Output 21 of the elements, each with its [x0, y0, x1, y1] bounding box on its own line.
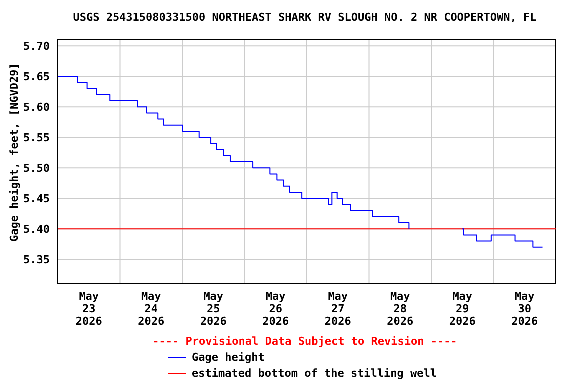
x-tick-label: May 23 2026: [76, 290, 103, 328]
x-tick-label: May 30 2026: [512, 290, 538, 328]
y-tick-label: 5.60: [24, 101, 50, 114]
x-tick-label: May 26 2026: [262, 290, 290, 328]
y-tick-label: 5.45: [24, 192, 50, 206]
chart-title: USGS 254315080331500 NORTHEAST SHARK RV SLOUGH NO. 2 NR COOPERTOWN, FL: [72, 11, 538, 24]
y-tick-label: 5.35: [24, 254, 50, 267]
text: ---- Provisional Data Subject to Revision ----: [152, 335, 458, 348]
legend-label: estimated bottom of the stilling well: [192, 366, 438, 380]
y-tick-label: 5.50: [24, 162, 50, 176]
x-tick-label: May 24 2026: [138, 290, 165, 328]
legend-label: Gage height: [192, 350, 265, 364]
x-tick-label: May 28 2026: [387, 290, 414, 328]
y-tick-label: 5.55: [24, 132, 50, 145]
y-tick-label: 5.40: [24, 223, 50, 236]
y-tick-label: 5.65: [24, 70, 50, 84]
x-tick-label: May 25 2026: [200, 290, 228, 328]
y-axis-title: Gage height, feet, [NGVD29]: [8, 63, 21, 242]
x-tick-label: May 27 2026: [324, 290, 352, 328]
x-tick-label: May 29 2026: [449, 290, 476, 328]
y-tick-label: 5.70: [24, 40, 50, 54]
